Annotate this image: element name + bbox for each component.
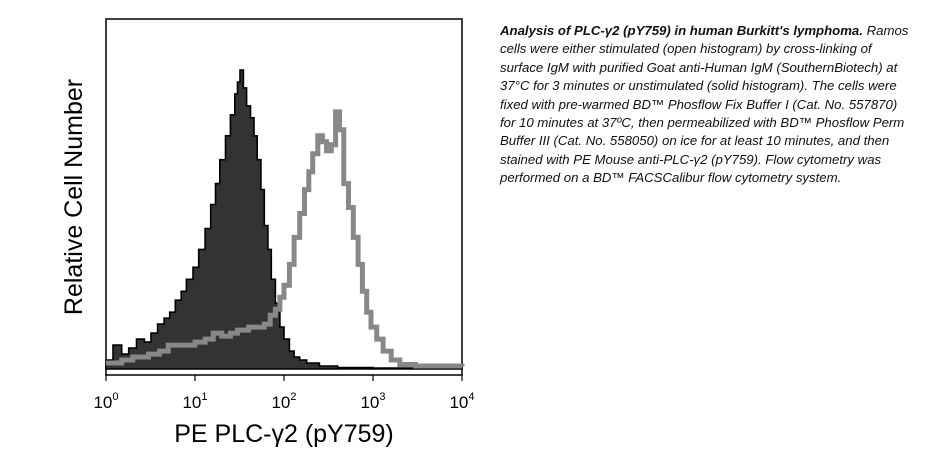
series-open-histogram (106, 109, 465, 369)
y-axis-title: Relative Cell Number (60, 79, 88, 315)
series-layer (105, 69, 465, 370)
series-solid-histogram (105, 69, 463, 370)
x-axis-ticks: 100 101 102 103 104 (93, 375, 475, 412)
x-tick-label: 103 (360, 391, 385, 412)
caption-title: Analysis of PLC-γ2 (pY759) in human Burk… (500, 23, 863, 38)
figure-caption: Analysis of PLC-γ2 (pY759) in human Burk… (500, 22, 910, 188)
x-tick-label: 101 (182, 391, 207, 412)
caption-body: Ramos cells were either stimulated (open… (500, 23, 909, 186)
x-tick-label: 102 (271, 391, 296, 412)
x-axis-title: PE PLC-γ2 (pY759) (174, 420, 394, 448)
plot-frame (105, 18, 463, 376)
x-tick-label: 100 (93, 391, 118, 412)
x-tick-label: 104 (449, 391, 474, 412)
